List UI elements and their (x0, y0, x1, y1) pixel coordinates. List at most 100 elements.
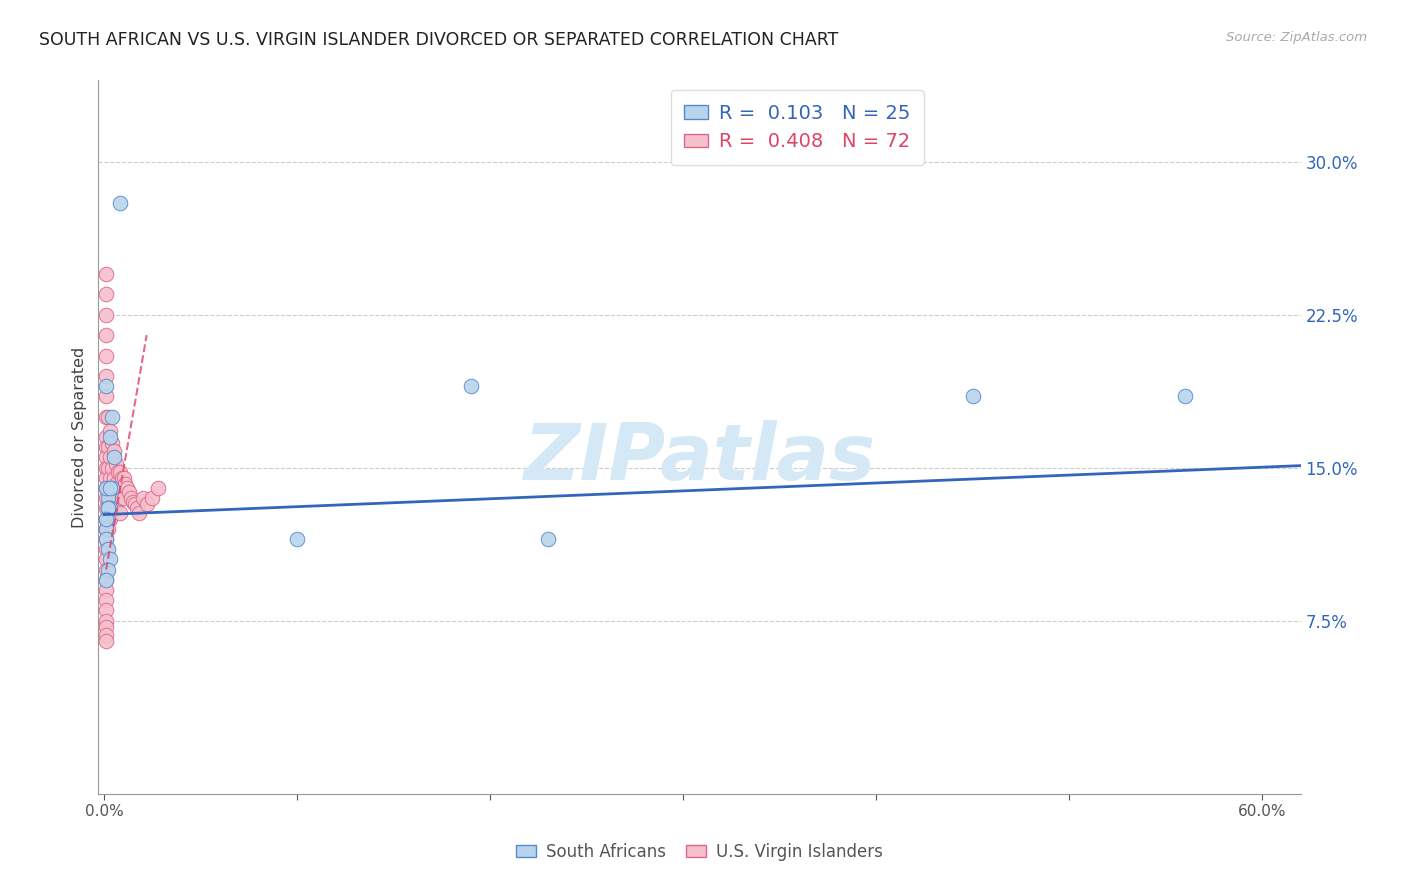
Point (101, 460, 124, 475)
Point (537, 532, 560, 546)
Point (94, 328, 117, 343)
Point (110, 491, 132, 506)
Point (112, 471, 135, 485)
Point (94, 511, 117, 525)
Point (94, 603, 117, 617)
Point (97, 542, 120, 557)
Point (94, 267, 117, 281)
Text: ZIPatlas: ZIPatlas (523, 420, 876, 497)
Point (98, 471, 121, 485)
Point (98, 430, 121, 444)
Point (94, 460, 117, 475)
Point (94, 563, 117, 577)
Point (107, 465, 129, 479)
Point (94, 593, 117, 607)
Point (285, 532, 308, 546)
Point (101, 436, 124, 450)
Text: SOUTH AFRICAN VS U.S. VIRGIN ISLANDER DIVORCED OR SEPARATED CORRELATION CHART: SOUTH AFRICAN VS U.S. VIRGIN ISLANDER DI… (39, 31, 839, 49)
Point (94, 349, 117, 363)
Point (97, 501, 120, 516)
Point (124, 497, 146, 511)
Legend: South Africans, U.S. Virgin Islanders: South Africans, U.S. Virgin Islanders (509, 837, 890, 868)
Point (108, 465, 131, 479)
Point (98, 491, 121, 506)
Point (114, 477, 136, 491)
Point (97, 409, 120, 424)
Point (94, 481, 117, 495)
Point (97, 481, 120, 495)
Point (98, 424, 121, 438)
Point (94, 481, 117, 495)
Point (94, 409, 117, 424)
Point (94, 620, 117, 634)
Point (122, 495, 145, 509)
Point (103, 450, 125, 465)
Point (94, 614, 117, 628)
Point (98, 511, 121, 525)
Point (97, 511, 120, 525)
Point (103, 491, 125, 506)
Point (104, 497, 127, 511)
Text: Source: ZipAtlas.com: Source: ZipAtlas.com (1226, 31, 1367, 45)
Y-axis label: Divorced or Separated: Divorced or Separated (72, 346, 87, 528)
Point (94, 491, 117, 506)
Point (108, 195, 131, 210)
Point (108, 485, 131, 500)
Point (94, 440, 117, 454)
Point (94, 379, 117, 393)
Point (97, 491, 120, 506)
Point (460, 379, 482, 393)
Point (103, 471, 125, 485)
Point (117, 481, 139, 495)
Point (98, 501, 121, 516)
Point (148, 481, 170, 495)
Point (98, 481, 121, 495)
Point (132, 491, 155, 506)
Point (98, 450, 121, 465)
Point (120, 491, 142, 506)
Point (135, 497, 157, 511)
Point (94, 368, 117, 383)
Point (101, 481, 124, 495)
Point (94, 308, 117, 322)
Point (94, 501, 117, 516)
Point (125, 501, 148, 516)
Point (101, 501, 124, 516)
Point (98, 552, 121, 566)
Point (107, 485, 129, 500)
Point (94, 389, 117, 403)
Point (94, 471, 117, 485)
Point (94, 430, 117, 444)
Point (94, 573, 117, 587)
Point (94, 552, 117, 566)
Point (97, 460, 120, 475)
Point (94, 287, 117, 301)
Point (103, 444, 125, 458)
Point (94, 573, 117, 587)
Point (94, 532, 117, 546)
Point (112, 491, 135, 506)
Point (94, 628, 117, 642)
Point (1174, 389, 1197, 403)
Point (128, 506, 150, 520)
Point (94, 532, 117, 546)
Point (94, 450, 117, 465)
Point (110, 471, 132, 485)
Point (97, 501, 120, 516)
Point (94, 522, 117, 536)
Point (962, 389, 984, 403)
Point (108, 506, 131, 520)
Point (94, 542, 117, 557)
Point (97, 563, 120, 577)
Point (118, 485, 141, 500)
Point (97, 440, 120, 454)
Point (101, 481, 124, 495)
Point (141, 491, 163, 506)
Point (94, 511, 117, 525)
Point (101, 409, 124, 424)
Point (104, 477, 127, 491)
Point (97, 501, 120, 516)
Point (94, 634, 117, 648)
Point (94, 582, 117, 597)
Point (97, 522, 120, 536)
